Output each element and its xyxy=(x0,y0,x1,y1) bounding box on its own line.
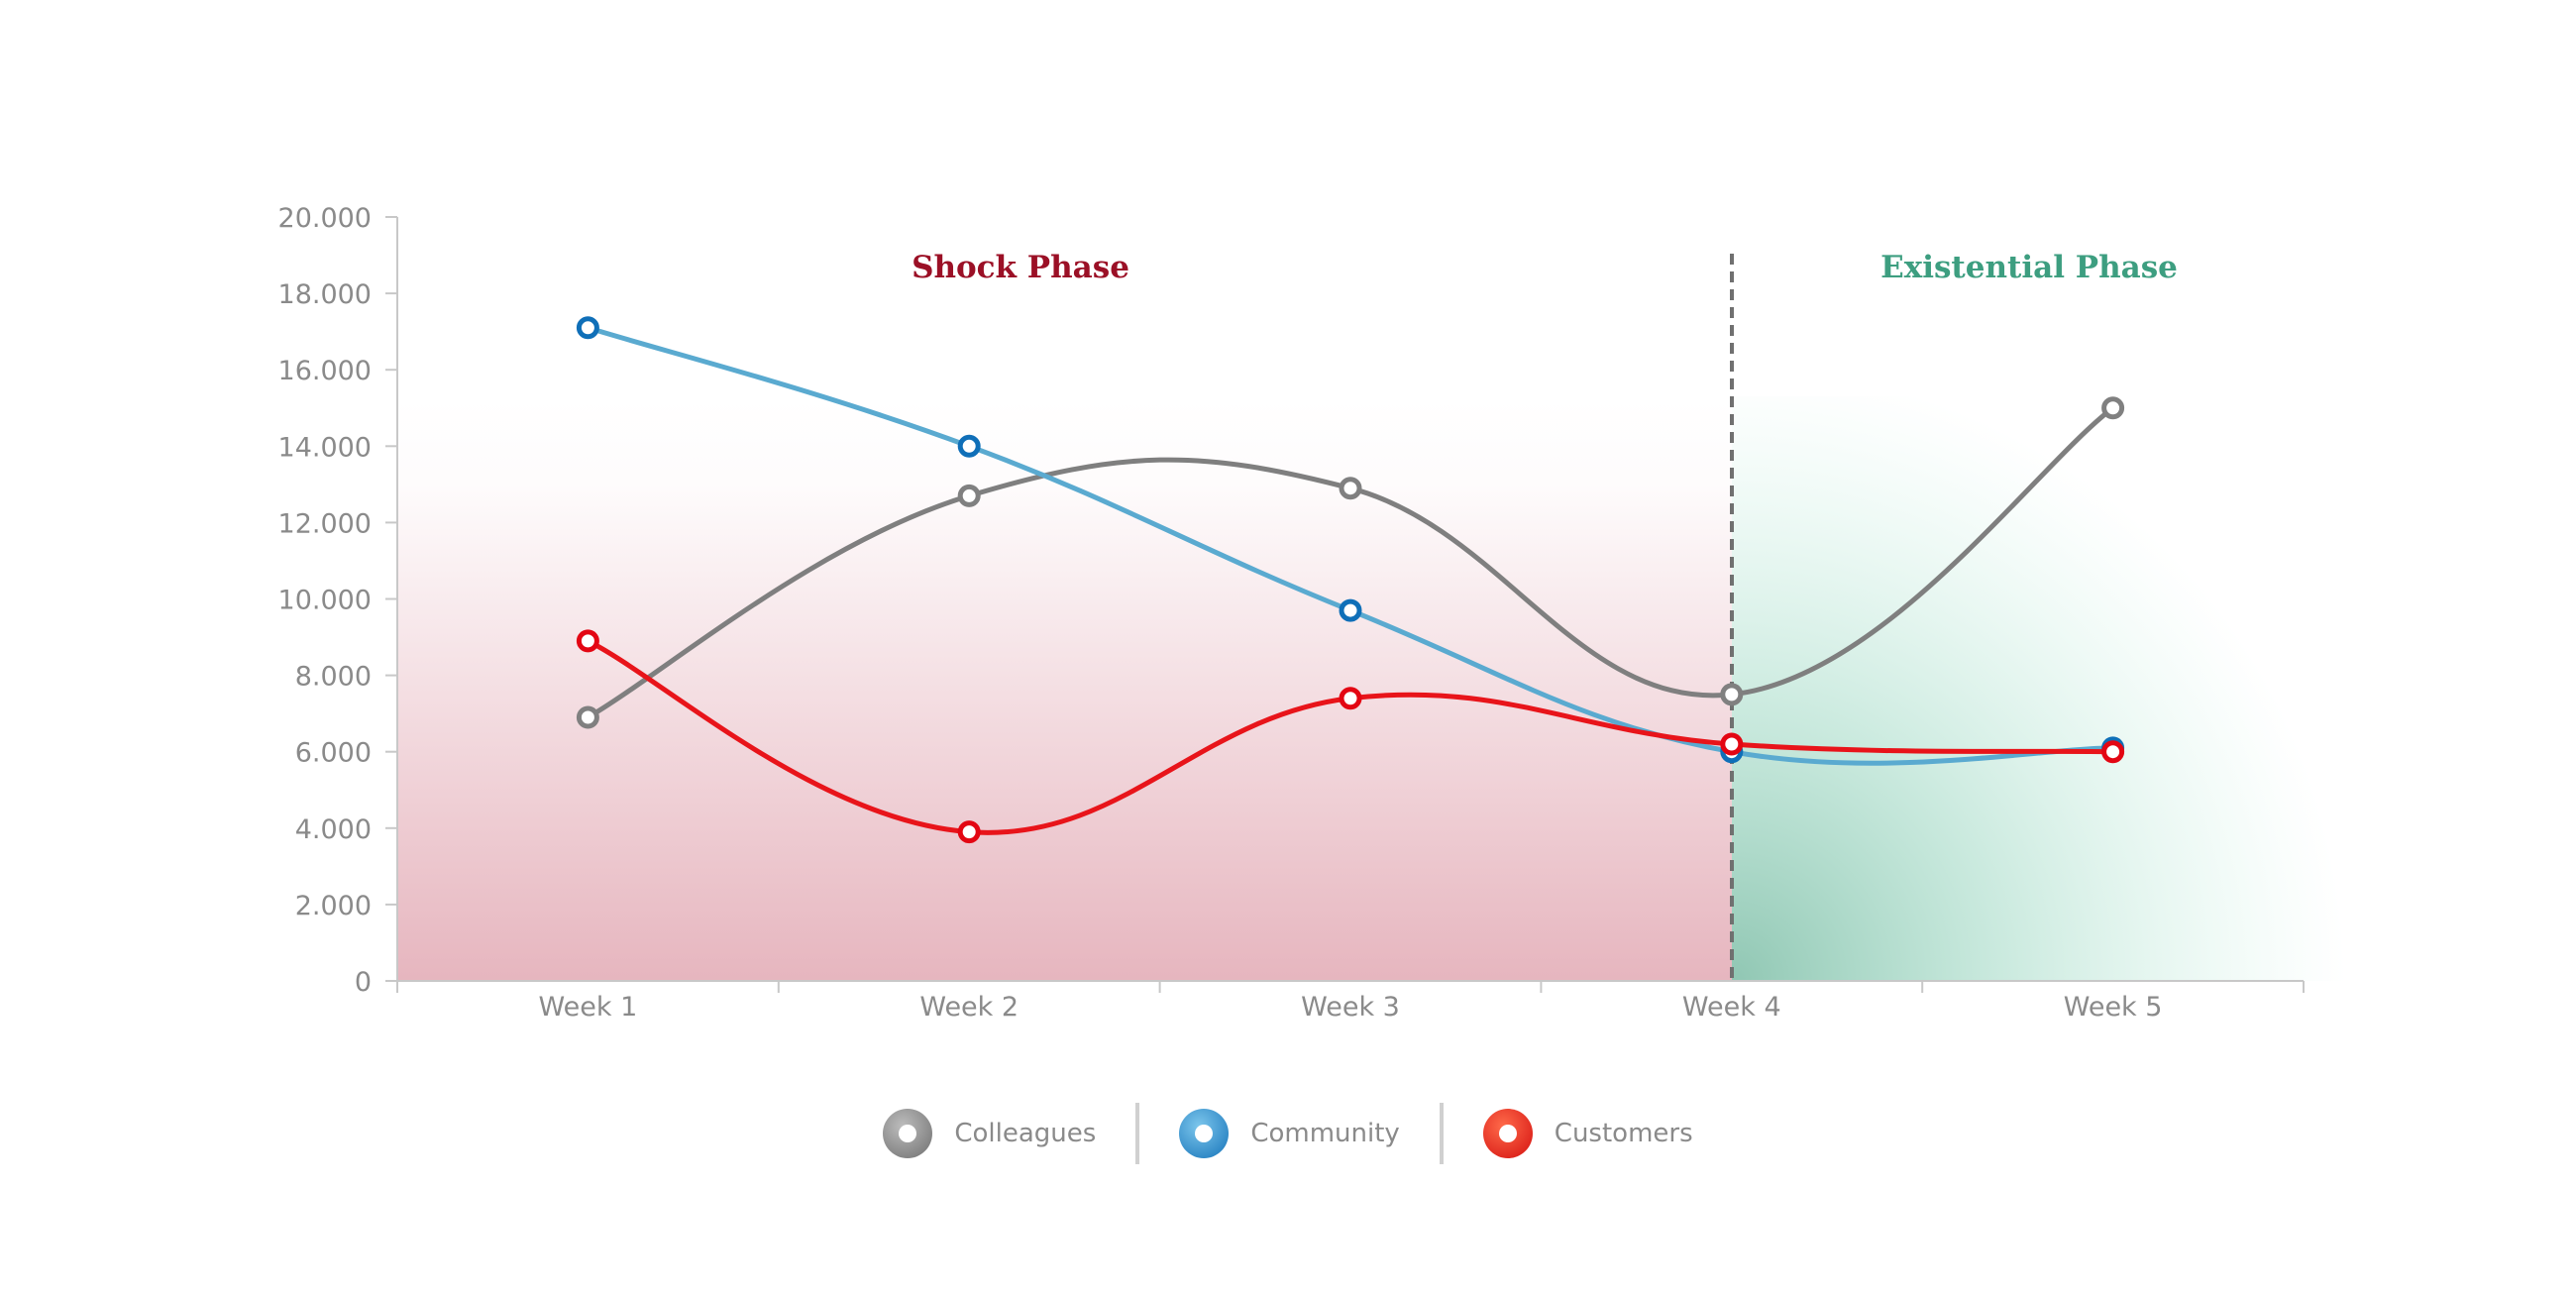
x-tick-label: Week 1 xyxy=(539,992,638,1023)
data-point-community[interactable] xyxy=(1339,598,1362,622)
data-point-colleagues[interactable] xyxy=(2101,396,2125,420)
x-tick-label: Week 4 xyxy=(1682,992,1781,1023)
y-tick-label: 4.000 xyxy=(295,814,372,845)
legend-separator xyxy=(1135,1103,1140,1164)
data-point-colleagues[interactable] xyxy=(1720,683,1744,706)
y-tick-label: 10.000 xyxy=(278,586,372,616)
shock-phase-area xyxy=(397,398,1732,981)
y-tick-label: 12.000 xyxy=(278,508,372,539)
y-tick-label: 6.000 xyxy=(295,738,372,769)
data-point-colleagues[interactable] xyxy=(957,484,981,507)
existential-phase-area xyxy=(1732,396,2356,981)
legend-label-customers: Customers xyxy=(1554,1119,1693,1148)
y-tick-label: 20.000 xyxy=(278,203,372,234)
existential-phase-label: Existential Phase xyxy=(1880,250,2178,285)
x-tick-label: Week 3 xyxy=(1301,992,1400,1023)
y-tick-label: 2.000 xyxy=(295,891,372,921)
y-tick-label: 0 xyxy=(355,967,372,998)
x-axis: Week 1 Week 2 Week 3 Week 4 Week 5 xyxy=(396,980,2305,1023)
data-point-customers[interactable] xyxy=(1339,687,1362,710)
legend-label-colleagues: Colleagues xyxy=(954,1119,1097,1148)
y-tick-label: 18.000 xyxy=(278,279,372,310)
data-point-customers[interactable] xyxy=(576,629,599,653)
data-point-customers[interactable] xyxy=(1720,732,1744,756)
data-point-community[interactable] xyxy=(957,434,981,458)
x-tick-label: Week 5 xyxy=(2064,992,2163,1023)
series-line-colleagues xyxy=(585,405,2116,720)
legend-item-customers[interactable]: Customers xyxy=(1444,1102,1733,1165)
x-tick-label: Week 2 xyxy=(919,992,1019,1023)
y-tick-label: 14.000 xyxy=(278,432,372,463)
data-point-colleagues[interactable] xyxy=(576,705,599,729)
y-tick-label: 16.000 xyxy=(278,356,372,386)
legend-separator xyxy=(1439,1103,1444,1164)
legend-label-community: Community xyxy=(1250,1119,1400,1148)
customers-marker-icon xyxy=(1482,1109,1533,1158)
legend: Colleagues Community Customers xyxy=(0,1102,2576,1165)
data-point-customers[interactable] xyxy=(2101,740,2125,764)
legend-item-community[interactable]: Community xyxy=(1139,1102,1439,1165)
community-marker-icon xyxy=(1179,1109,1230,1158)
series-points xyxy=(576,316,2125,844)
data-point-customers[interactable] xyxy=(957,820,981,844)
y-axis: 0 2.000 4.000 6.000 8.000 10.000 12.000 14.000 1… xyxy=(278,203,398,998)
colleagues-marker-icon xyxy=(883,1109,933,1158)
data-point-community[interactable] xyxy=(576,316,599,340)
legend-item-colleagues[interactable]: Colleagues xyxy=(843,1102,1135,1165)
data-point-colleagues[interactable] xyxy=(1339,477,1362,500)
shock-phase-label: Shock Phase xyxy=(912,250,1129,285)
y-tick-label: 8.000 xyxy=(295,662,372,693)
